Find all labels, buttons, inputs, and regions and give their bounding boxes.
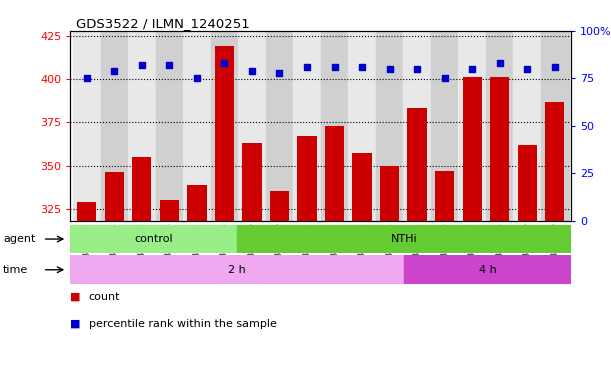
Text: time: time	[3, 265, 28, 275]
Bar	[380, 166, 399, 221]
Point	[495, 60, 505, 66]
Bar	[435, 170, 455, 221]
Bar	[545, 101, 565, 221]
Bar	[518, 145, 537, 221]
Text: agent: agent	[3, 234, 35, 244]
Bar	[187, 185, 207, 221]
Point	[82, 75, 92, 81]
Bar	[243, 143, 262, 221]
Text: GDS3522 / ILMN_1240251: GDS3522 / ILMN_1240251	[76, 17, 250, 30]
Bar	[293, 31, 321, 221]
Point	[137, 62, 147, 68]
Bar	[183, 31, 211, 221]
Text: count: count	[89, 292, 120, 302]
Point	[164, 62, 174, 68]
Bar	[211, 31, 238, 221]
Bar	[403, 31, 431, 221]
Bar	[270, 192, 289, 221]
Bar	[70, 225, 237, 253]
Text: control: control	[134, 234, 173, 244]
Bar	[490, 78, 510, 221]
Text: 4 h: 4 h	[479, 265, 497, 275]
Bar	[266, 31, 293, 221]
Bar	[486, 31, 513, 221]
Text: 2 h: 2 h	[229, 265, 246, 275]
Bar	[541, 31, 568, 221]
Point	[357, 64, 367, 70]
Point	[109, 68, 119, 74]
Bar	[513, 31, 541, 221]
Bar	[408, 109, 426, 221]
Point	[467, 66, 477, 72]
Bar	[348, 31, 376, 221]
Bar	[159, 200, 179, 221]
Bar	[238, 31, 266, 221]
Bar	[101, 31, 128, 221]
Bar	[70, 255, 404, 284]
Bar	[325, 126, 344, 221]
Point	[302, 64, 312, 70]
Bar	[463, 78, 482, 221]
Bar	[215, 46, 234, 221]
Point	[522, 66, 532, 72]
Bar	[376, 31, 403, 221]
Bar	[458, 31, 486, 221]
Point	[550, 64, 560, 70]
Point	[330, 64, 340, 70]
Bar	[73, 31, 101, 221]
Bar	[104, 172, 124, 221]
Text: NTHi: NTHi	[391, 234, 417, 244]
Point	[440, 75, 450, 81]
Point	[412, 66, 422, 72]
Bar	[404, 255, 571, 284]
Point	[247, 68, 257, 74]
Bar	[132, 157, 152, 221]
Point	[274, 70, 284, 76]
Point	[385, 66, 395, 72]
Point	[219, 60, 229, 66]
Bar	[237, 225, 571, 253]
Text: ■: ■	[70, 319, 81, 329]
Point	[192, 75, 202, 81]
Bar	[156, 31, 183, 221]
Bar	[321, 31, 348, 221]
Bar	[298, 136, 316, 221]
Bar	[128, 31, 156, 221]
Bar	[431, 31, 458, 221]
Bar	[77, 202, 97, 221]
Text: ■: ■	[70, 292, 81, 302]
Bar	[353, 154, 371, 221]
Text: percentile rank within the sample: percentile rank within the sample	[89, 319, 276, 329]
